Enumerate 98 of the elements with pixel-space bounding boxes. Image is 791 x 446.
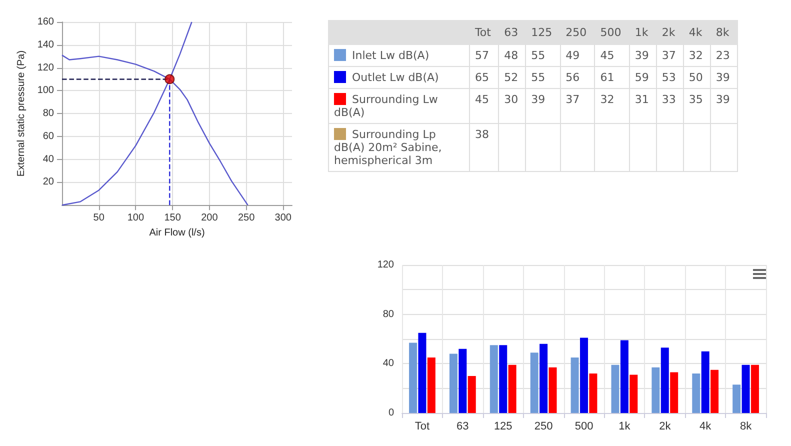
category-label: 1k bbox=[629, 20, 656, 44]
data-label: 53 bbox=[656, 66, 684, 88]
bar bbox=[580, 338, 588, 413]
bar bbox=[540, 344, 548, 413]
data-label: 37 bbox=[560, 88, 595, 124]
data-label: 39 bbox=[526, 88, 560, 124]
x-tick-label: 200 bbox=[201, 212, 218, 224]
bar bbox=[620, 340, 628, 413]
data-label: 39 bbox=[629, 44, 656, 66]
y-tick-label: 140 bbox=[37, 39, 54, 50]
data-label: 39 bbox=[710, 88, 738, 124]
bar bbox=[490, 345, 498, 413]
y-tick-label: 160 bbox=[37, 16, 54, 28]
category-label: 63 bbox=[498, 20, 526, 44]
data-label: 50 bbox=[683, 66, 710, 88]
x-tick-label: 300 bbox=[274, 212, 292, 224]
x-tick-label: Tot bbox=[414, 420, 430, 432]
bar bbox=[701, 351, 710, 413]
x-tick-label: 63 bbox=[456, 420, 469, 432]
bar bbox=[530, 352, 538, 413]
x-tick-label: 50 bbox=[93, 212, 105, 224]
data-label: 45 bbox=[594, 44, 630, 66]
y-tick-label: 60 bbox=[42, 130, 54, 142]
x-tick-label: 100 bbox=[127, 212, 144, 224]
data-label: 56 bbox=[560, 66, 595, 88]
data-label: 33 bbox=[656, 88, 684, 124]
category-label: 250 bbox=[560, 20, 595, 44]
bar bbox=[409, 342, 418, 413]
bar bbox=[732, 384, 741, 413]
bar bbox=[499, 345, 508, 413]
data-label: 32 bbox=[683, 44, 710, 66]
data-label: 35 bbox=[683, 88, 710, 124]
x-tick-label: 125 bbox=[494, 420, 512, 432]
bar bbox=[660, 348, 669, 413]
category-label: 500 bbox=[594, 20, 630, 44]
bar bbox=[611, 364, 620, 413]
bar bbox=[750, 364, 759, 413]
y-tick-label: 0 bbox=[388, 408, 394, 418]
y-tick-label: 80 bbox=[382, 308, 394, 320]
data-label: 55 bbox=[526, 44, 560, 66]
bar bbox=[449, 354, 458, 413]
bar bbox=[630, 374, 638, 413]
legend-label: Outlet Lw dB(A) bbox=[328, 66, 470, 88]
bar bbox=[652, 367, 660, 413]
bar bbox=[468, 376, 476, 413]
bar bbox=[570, 358, 579, 413]
y-tick-label: 40 bbox=[42, 154, 54, 165]
x-tick-label: 1k bbox=[618, 420, 631, 432]
data-label: 48 bbox=[498, 44, 526, 66]
category-label: Tot bbox=[470, 20, 499, 44]
data-label: 55 bbox=[526, 66, 560, 88]
y-tick-label: 100 bbox=[37, 85, 54, 96]
x-tick-label: 8k bbox=[740, 420, 752, 432]
data-label: 61 bbox=[594, 66, 630, 88]
y-tick-label: 40 bbox=[382, 358, 394, 370]
category-label: 4k bbox=[683, 20, 710, 44]
bar bbox=[508, 364, 516, 413]
y-tick-label: 120 bbox=[377, 260, 394, 270]
data-label: 65 bbox=[470, 66, 499, 88]
legend-label: Inlet Lw dB(A) bbox=[328, 44, 470, 66]
y-tick-label: 120 bbox=[37, 62, 54, 74]
data-label: 31 bbox=[629, 88, 656, 124]
category-label: 2k bbox=[656, 20, 684, 44]
x-tick-label: 250 bbox=[534, 420, 553, 432]
data-label: 32 bbox=[594, 88, 630, 124]
bar bbox=[548, 367, 557, 413]
category-label: 8k bbox=[710, 20, 738, 44]
bar bbox=[589, 374, 598, 413]
bar bbox=[710, 370, 719, 413]
x-axis-title: Air Flow (l/s) bbox=[149, 228, 205, 238]
x-tick-label: 2k bbox=[659, 420, 672, 432]
y-tick-label: 20 bbox=[42, 176, 54, 188]
data-label: 37 bbox=[656, 44, 684, 66]
category-label: 125 bbox=[526, 20, 560, 44]
bar bbox=[692, 374, 700, 413]
bar bbox=[418, 332, 426, 413]
data-label: 23 bbox=[710, 44, 738, 66]
line-series bbox=[61, 54, 248, 206]
bar bbox=[742, 364, 750, 413]
data-label: 57 bbox=[470, 44, 499, 66]
bar bbox=[458, 348, 467, 413]
x-tick-label: 150 bbox=[164, 212, 182, 224]
data-label: 52 bbox=[498, 66, 526, 88]
x-tick-label: 250 bbox=[238, 212, 256, 224]
y-axis-title: External static pressure (Pa) bbox=[16, 50, 27, 177]
y-tick-label: 80 bbox=[42, 108, 54, 120]
data-label: 39 bbox=[710, 66, 738, 88]
bar bbox=[670, 372, 678, 413]
legend-label: Surrounding Lp dB(A) 20m² Sabine, hemispherical 3m bbox=[328, 124, 470, 172]
data-label: 38 bbox=[470, 124, 499, 172]
x-tick-label: 500 bbox=[574, 420, 594, 432]
data-label: 45 bbox=[470, 88, 499, 124]
data-label: 49 bbox=[560, 44, 595, 66]
legend-label: Surrounding Lw dB(A) bbox=[328, 88, 470, 124]
x-tick-label: 4k bbox=[700, 420, 712, 432]
bar bbox=[427, 358, 436, 413]
data-label: 59 bbox=[629, 66, 656, 88]
data-label: 30 bbox=[498, 88, 526, 124]
